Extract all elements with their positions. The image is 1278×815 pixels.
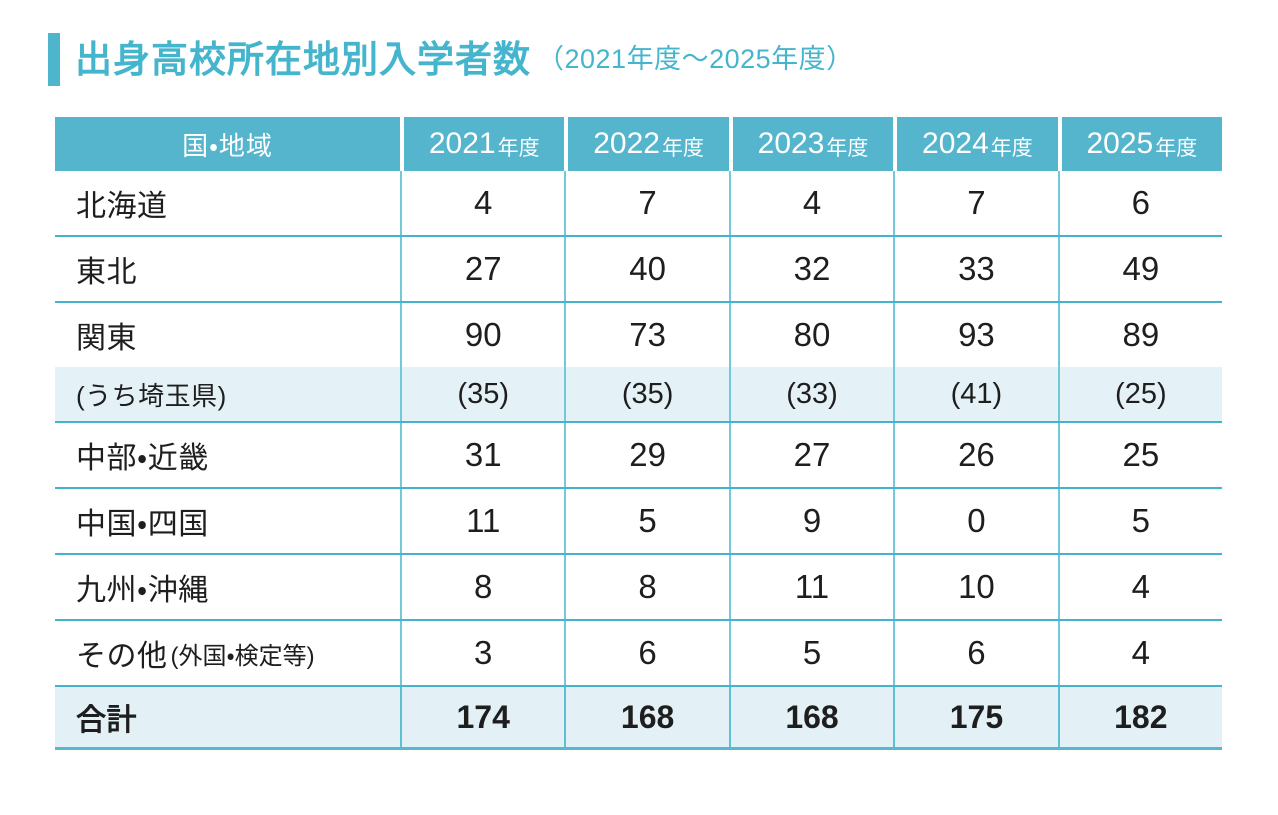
year-label: 2025 — [1086, 127, 1154, 160]
year-label: 2021 — [428, 127, 496, 160]
column-header-2024: 2024 年度 — [893, 117, 1057, 171]
value-cell: 4 — [400, 171, 564, 235]
year-unit-label: 年度 — [661, 137, 704, 160]
value-cell: 5 — [1057, 489, 1222, 553]
table-row-saitama-subset: (うち埼玉県) (35) (35) (33) (41) (25) — [55, 367, 1222, 423]
value-cell: 29 — [564, 423, 728, 487]
year-unit-label: 年度 — [826, 137, 869, 160]
value-cell: 5 — [564, 489, 728, 553]
region-label: (うち埼玉県) — [76, 380, 227, 411]
value-cell: 27 — [400, 237, 564, 301]
year-label: 2022 — [593, 127, 660, 160]
value-cell: (35) — [564, 367, 728, 421]
value-cell: 9 — [728, 489, 893, 553]
table-row-kanto: 関東 90 73 80 93 89 — [55, 303, 1222, 367]
page-title-text: 出身高校所在地別入学者数 — [75, 39, 531, 80]
table-row-kyushu-okinawa: 九州・沖縄 8 8 11 10 4 — [55, 555, 1222, 621]
column-header-2022: 2022 年度 — [564, 117, 728, 171]
value-cell: (25) — [1057, 367, 1222, 421]
value-cell: 182 — [1057, 687, 1222, 747]
region-label-main: その他 — [76, 640, 168, 673]
value-cell: 25 — [1057, 423, 1222, 487]
table-row-total: 合計 174 168 168 175 182 — [55, 687, 1222, 750]
value-cell: 0 — [893, 489, 1057, 553]
value-cell: 6 — [564, 621, 728, 685]
region-label: 中部・近畿 — [76, 442, 209, 475]
value-cell: 11 — [728, 555, 893, 619]
value-cell: 8 — [400, 555, 564, 619]
value-cell: 3 — [400, 621, 564, 685]
value-cell: 73 — [564, 303, 728, 367]
year-unit-label: 年度 — [1155, 137, 1198, 160]
value-cell: 175 — [893, 687, 1057, 747]
region-label: 関東 — [76, 322, 137, 355]
year-label: 2024 — [922, 127, 989, 160]
value-cell: 93 — [893, 303, 1057, 367]
table-header-row: 国・地域 2021 年度 2022 年度 2023 年度 2024 年度 202… — [55, 117, 1222, 171]
table-row-chubu-kinki: 中部・近畿 31 29 27 26 25 — [55, 423, 1222, 489]
value-cell: 89 — [1057, 303, 1222, 367]
region-label: 九州・沖縄 — [76, 574, 209, 607]
value-cell: 5 — [728, 621, 893, 685]
table-row-chugoku-shikoku: 中国・四国 11 5 9 0 5 — [55, 489, 1222, 555]
region-label: 東北 — [76, 256, 137, 289]
value-cell: 168 — [564, 687, 728, 747]
table-row-other: その他 (外国・検定等) 3 6 5 6 4 — [55, 621, 1222, 687]
column-header-2023: 2023 年度 — [728, 117, 893, 171]
table-row-hokkaido: 北海道 4 7 4 7 6 — [55, 171, 1222, 237]
table-row-tohoku: 東北 27 40 32 33 49 — [55, 237, 1222, 303]
value-cell: 40 — [564, 237, 728, 301]
column-header-2021: 2021 年度 — [400, 117, 564, 171]
value-cell: 27 — [728, 423, 893, 487]
value-cell: 11 — [400, 489, 564, 553]
column-header-region: 国・地域 — [182, 130, 273, 161]
page-title: 出身高校所在地別入学者数 （2021年度～2025年度） — [48, 33, 1278, 86]
value-cell: 49 — [1057, 237, 1222, 301]
region-label: 中国・四国 — [76, 508, 209, 541]
value-cell: 6 — [893, 621, 1057, 685]
value-cell: 80 — [728, 303, 893, 367]
region-label: その他 (外国・検定等) — [55, 621, 400, 685]
value-cell: 8 — [564, 555, 728, 619]
value-cell: 4 — [728, 171, 893, 235]
value-cell: 4 — [1057, 621, 1222, 685]
region-label: 北海道 — [76, 190, 168, 223]
value-cell: 32 — [728, 237, 893, 301]
value-cell: 33 — [893, 237, 1057, 301]
region-label-note: (外国・検定等) — [170, 642, 315, 670]
value-cell: 6 — [1057, 171, 1222, 235]
page-title-subtitle: （2021年度～2025年度） — [537, 44, 854, 74]
year-unit-label: 年度 — [497, 137, 540, 160]
column-header-2025: 2025 年度 — [1057, 117, 1222, 171]
value-cell: 7 — [564, 171, 728, 235]
value-cell: 90 — [400, 303, 564, 367]
value-cell: 26 — [893, 423, 1057, 487]
enrollment-table: 国・地域 2021 年度 2022 年度 2023 年度 2024 年度 202… — [55, 117, 1222, 750]
title-accent-bar — [48, 33, 60, 86]
value-cell: 31 — [400, 423, 564, 487]
value-cell: 7 — [893, 171, 1057, 235]
value-cell: 4 — [1057, 555, 1222, 619]
value-cell: 10 — [893, 555, 1057, 619]
region-label: 合計 — [76, 704, 137, 737]
year-label: 2023 — [757, 127, 825, 160]
value-cell: 168 — [728, 687, 893, 747]
year-unit-label: 年度 — [990, 137, 1033, 160]
value-cell: (35) — [400, 367, 564, 421]
value-cell: 174 — [400, 687, 564, 747]
value-cell: (33) — [728, 367, 893, 421]
value-cell: (41) — [893, 367, 1057, 421]
